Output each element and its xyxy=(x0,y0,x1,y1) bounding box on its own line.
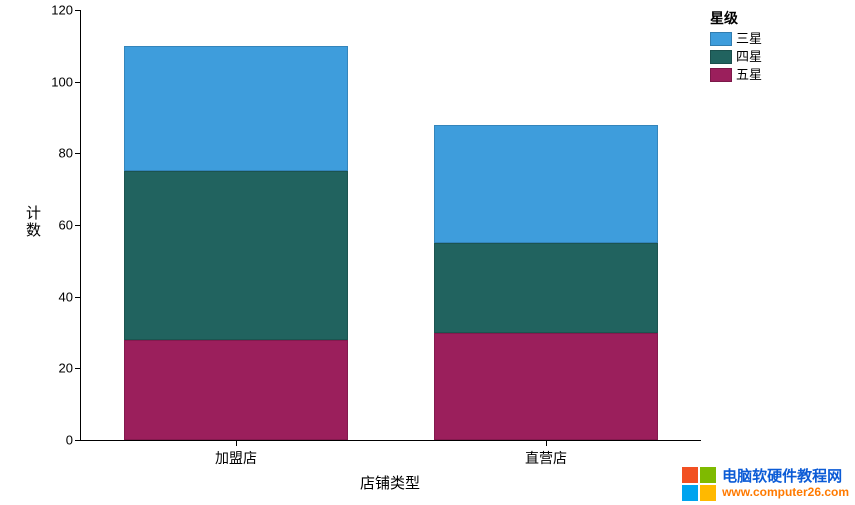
legend-item-five_star: 五星 xyxy=(710,66,762,84)
legend-label: 三星 xyxy=(736,30,762,48)
legend-title: 星级 xyxy=(710,8,762,28)
legend-label: 五星 xyxy=(736,66,762,84)
bar-segment-direct-five_star xyxy=(434,333,657,441)
watermark-logo-icon xyxy=(682,467,716,501)
legend-swatch-icon xyxy=(710,32,732,46)
y-tick-label: 20 xyxy=(59,361,81,376)
y-tick-label: 100 xyxy=(51,74,81,89)
legend-item-four_star: 四星 xyxy=(710,48,762,66)
legend-label: 四星 xyxy=(736,48,762,66)
y-tick-label: 0 xyxy=(66,433,81,448)
legend: 星级 三星四星五星 xyxy=(710,8,762,84)
bar-segment-direct-three_star xyxy=(434,125,657,243)
watermark: 电脑软硬件教程网 www.computer26.com xyxy=(682,467,849,501)
bar-direct xyxy=(434,125,657,440)
y-axis-title: 计数 xyxy=(22,205,43,239)
watermark-title: 电脑软硬件教程网 xyxy=(722,469,849,486)
bar-segment-franchise-three_star xyxy=(124,46,347,171)
x-axis-title: 店铺类型 xyxy=(360,472,420,493)
legend-item-three_star: 三星 xyxy=(710,30,762,48)
bar-segment-franchise-four_star xyxy=(124,171,347,339)
bar-franchise xyxy=(124,46,347,440)
x-tick-label-franchise: 加盟店 xyxy=(215,440,257,468)
y-tick-label: 80 xyxy=(59,146,81,161)
watermark-url: www.computer26.com xyxy=(722,486,849,499)
bar-segment-franchise-five_star xyxy=(124,340,347,440)
y-tick-label: 60 xyxy=(59,218,81,233)
x-tick-label-direct: 直营店 xyxy=(525,440,567,468)
legend-swatch-icon xyxy=(710,68,732,82)
stacked-bar-chart: 020406080100120加盟店直营店 计数 店铺类型 星级 三星四星五星 … xyxy=(0,0,855,505)
y-tick-label: 40 xyxy=(59,289,81,304)
y-tick-label: 120 xyxy=(51,3,81,18)
plot-area: 020406080100120加盟店直营店 xyxy=(80,10,701,441)
bar-segment-direct-four_star xyxy=(434,243,657,333)
legend-swatch-icon xyxy=(710,50,732,64)
